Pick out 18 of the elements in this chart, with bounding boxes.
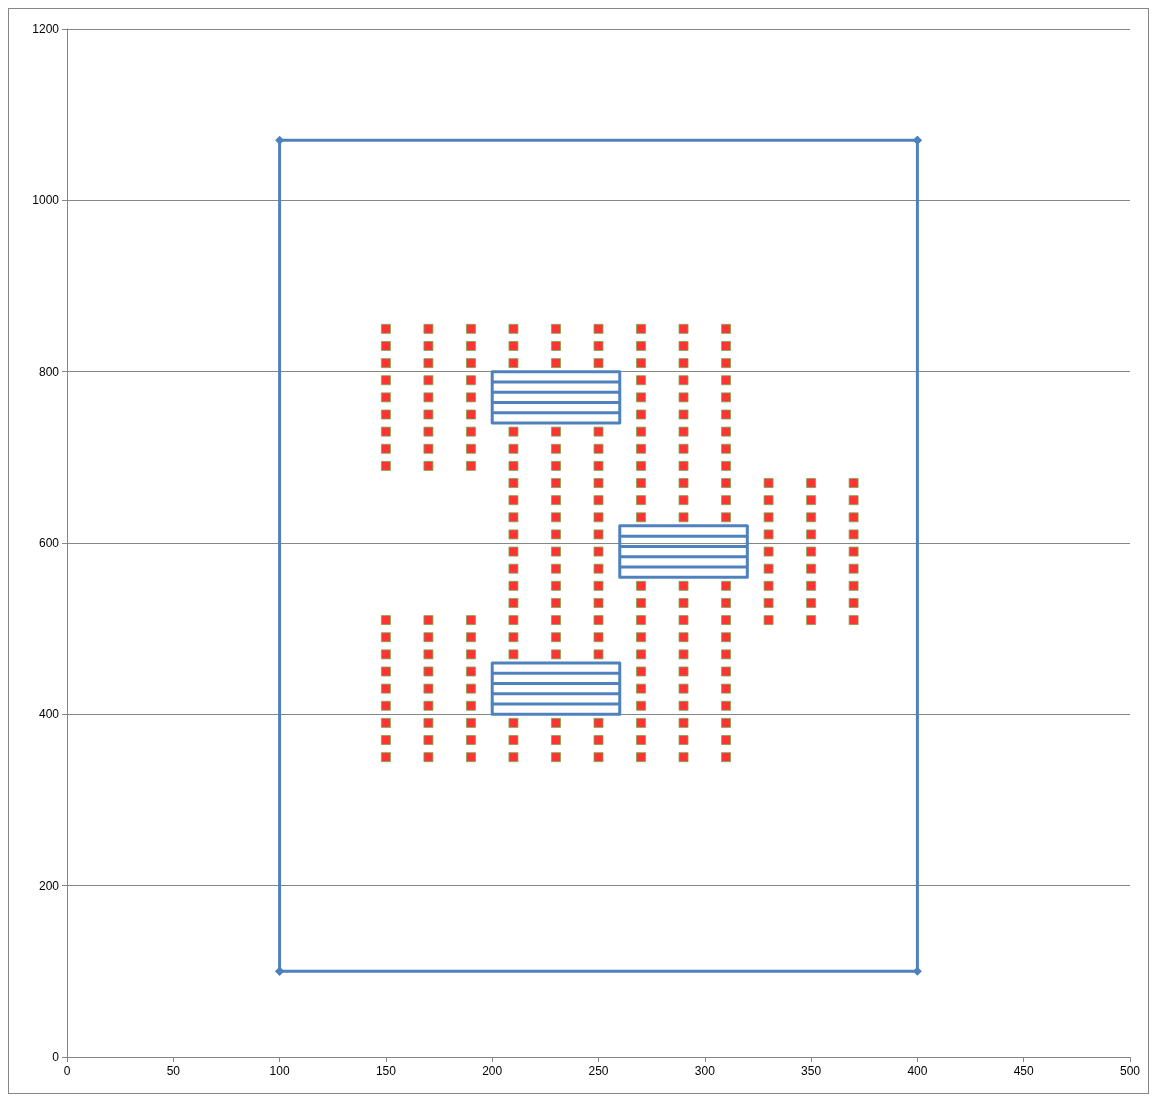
x-tick-label: 150 (375, 1064, 397, 1078)
y-tick-label: 1000 (32, 193, 60, 208)
x-tick-label: 100 (269, 1064, 290, 1078)
x-tick-label: 500 (1119, 1064, 1141, 1078)
x-tick-label: 250 (588, 1064, 609, 1078)
x-tick-label: 350 (801, 1064, 822, 1078)
y-tick-label: 0 (52, 1050, 60, 1064)
y-tick-label: 800 (38, 364, 60, 379)
y-tick-label: 1200 (32, 22, 60, 36)
x-tick-label: 200 (482, 1064, 503, 1078)
y-tick-label: 400 (38, 707, 60, 722)
x-tick-label: 0 (63, 1064, 71, 1078)
x-tick-label: 450 (1013, 1064, 1035, 1078)
x-tick-label: 50 (166, 1064, 181, 1078)
y-tick-label: 200 (38, 878, 60, 893)
x-tick-label: 300 (694, 1064, 716, 1078)
x-tick-label: 400 (907, 1064, 928, 1078)
y-tick-label: 600 (38, 536, 60, 550)
